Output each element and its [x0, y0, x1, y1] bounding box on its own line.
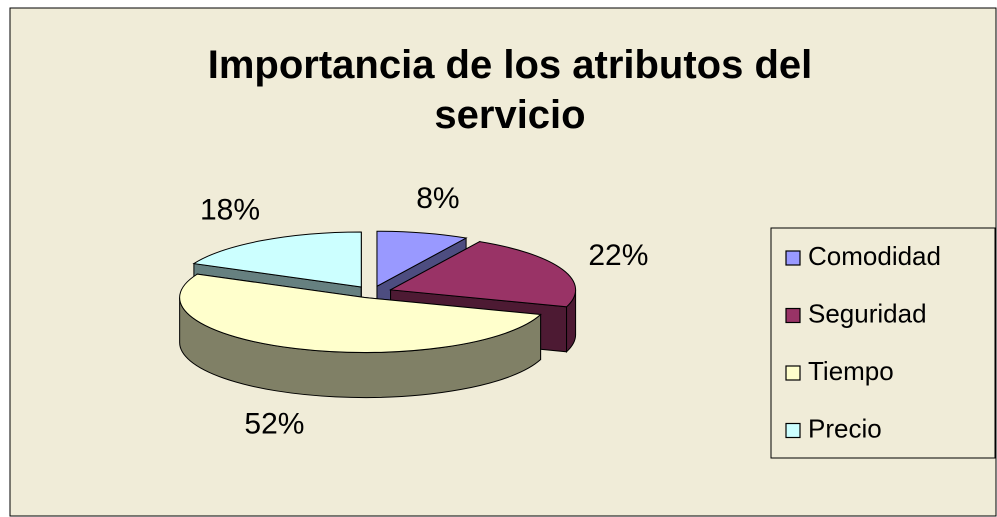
legend-swatch: [785, 250, 801, 266]
slice: [388, 241, 577, 308]
legend-swatch: [785, 422, 801, 439]
legend-swatch: [785, 365, 801, 381]
chart-title: Importancia de los atributos del servici…: [207, 43, 813, 137]
legend-label: Comodidad: [808, 241, 941, 271]
legend-label: Tiempo: [808, 356, 894, 386]
data-label: 22%: [588, 239, 648, 272]
legend-swatch: [785, 307, 801, 324]
slice: [192, 231, 362, 288]
legend-label: Precio: [808, 413, 882, 443]
slice: [179, 273, 542, 354]
data-label: 18%: [200, 194, 260, 227]
data-label: 52%: [244, 407, 304, 440]
slice: [376, 230, 468, 288]
legend-label: Seguridad: [808, 298, 927, 328]
data-label: 8%: [416, 182, 459, 215]
legend-box: [770, 227, 996, 459]
